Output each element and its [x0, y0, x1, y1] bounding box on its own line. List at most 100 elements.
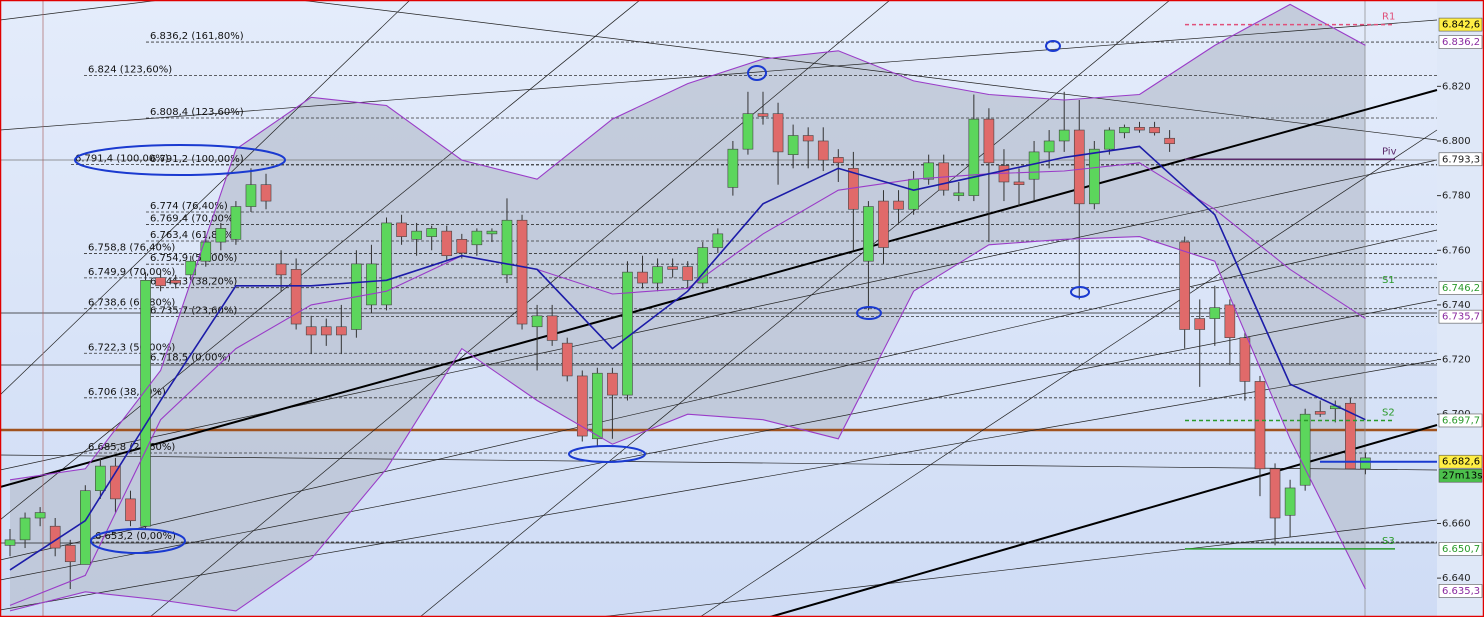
- candle-body: [1058, 129, 1070, 142]
- candle-body: [110, 465, 121, 500]
- candle-body: [245, 184, 257, 207]
- y-tick-label: 6.780: [1442, 191, 1471, 202]
- candle-body: [1239, 337, 1251, 382]
- hand-ellipse: [74, 144, 286, 176]
- candle-body: [712, 233, 724, 248]
- candle-body: [983, 118, 995, 164]
- fib-label: 6.738,6 (61,80%): [88, 298, 175, 309]
- candle-body: [95, 465, 106, 491]
- candle-body: [772, 113, 784, 153]
- indicator-line: [9, 162, 1366, 606]
- price-tag-label: 6.682,6: [1442, 457, 1480, 468]
- price-axis: 6.6406.6606.7006.7206.7406.7606.7806.800…: [1437, 17, 1483, 598]
- candle-body: [1028, 151, 1040, 180]
- candle-body: [230, 206, 242, 240]
- trend-line: [299, 0, 1438, 141]
- candle-body: [968, 118, 980, 196]
- fib-label: 6.808,4 (123,60%): [150, 107, 244, 118]
- candle-body: [576, 375, 588, 437]
- candle-body: [260, 184, 272, 202]
- candle-body: [561, 342, 573, 377]
- candle-body: [471, 230, 483, 246]
- trend-line: [699, 129, 1438, 617]
- fib-label: 6.735,7 (23,60%): [150, 306, 237, 317]
- candle-body: [320, 326, 332, 336]
- price-tag-label: 6.650,7: [1442, 544, 1480, 555]
- candle-body: [366, 263, 377, 306]
- hand-ellipse: [568, 445, 646, 463]
- candle-body: [531, 315, 543, 328]
- candle-body: [441, 230, 453, 257]
- candle-body: [1164, 137, 1175, 145]
- layers: [0, 4, 1437, 611]
- candle-body: [953, 192, 965, 196]
- price-tag-box: [1438, 454, 1483, 469]
- candle-body: [787, 135, 799, 155]
- thick-trend-line: [0, 89, 1438, 488]
- candle-body: [200, 241, 212, 262]
- fib-label: 6.749,9 (70,00%): [88, 267, 175, 278]
- trend-line: [0, 359, 1438, 611]
- fib-label: 6.763,4 (61,80%): [150, 230, 237, 241]
- candle-body: [637, 271, 648, 284]
- price-tag-label: 6.746,2: [1442, 283, 1480, 294]
- candle-body: [456, 239, 468, 254]
- pivot-label: S1: [1382, 275, 1395, 286]
- candle-body: [1104, 129, 1115, 150]
- y-tick-label: 6.820: [1442, 81, 1471, 92]
- candle-body: [652, 266, 663, 284]
- fib-label: 6.718,5 (0,00%): [150, 353, 231, 364]
- indicator-line: [9, 3, 1366, 481]
- candle-body: [546, 315, 558, 341]
- candle-body: [49, 525, 61, 549]
- trend-line: [0, 299, 1438, 581]
- fib-label: 6.774 (76,40%): [150, 201, 228, 212]
- fib-label: 6.746,3 (38,20%): [150, 277, 237, 288]
- candle-body: [1089, 148, 1100, 205]
- candle-body: [336, 326, 347, 336]
- fib-label: 6.769,4 (70,00%): [150, 214, 237, 225]
- axis-background: [1437, 0, 1484, 617]
- price-tag-box: [1438, 542, 1483, 556]
- band-fill: [10, 4, 1366, 611]
- candle-body: [396, 222, 407, 237]
- candle-body: [817, 140, 829, 161]
- fib-label: 6.653,2 (0,00%): [95, 531, 176, 542]
- fib-label: 6.824 (123,60%): [88, 64, 172, 75]
- candle-body: [607, 372, 618, 396]
- candle-body: [64, 545, 76, 563]
- fib-label: 6.791,4 (100,00%): [75, 153, 169, 164]
- price-tag-label: 6.635,3: [1442, 586, 1480, 597]
- candle-body: [516, 219, 528, 325]
- candle-body: [1013, 181, 1025, 185]
- candle-body: [290, 269, 302, 325]
- thick-trend-line: [769, 424, 1438, 617]
- candle-body: [1254, 381, 1266, 470]
- fib-label: 6.836,2 (161,80%): [150, 31, 244, 42]
- trend-line: [0, 0, 161, 21]
- pivot-label: S2: [1382, 407, 1395, 418]
- candle-body: [697, 247, 709, 284]
- y-tick-label: 6.740: [1442, 300, 1471, 311]
- indicator-line: [9, 145, 1366, 571]
- price-tag-box: [1438, 584, 1483, 598]
- hand-ellipse: [747, 65, 767, 81]
- hand-drawings: [74, 40, 1090, 554]
- price-tag-box: [1438, 281, 1483, 295]
- candle-body: [125, 498, 136, 522]
- candle-body: [1149, 127, 1160, 134]
- fib-label: 6.758,8 (76,40%): [88, 243, 175, 254]
- price-tag-box: [1438, 17, 1483, 32]
- candle-body: [305, 326, 317, 336]
- hand-ellipse: [90, 528, 186, 554]
- candle-body: [1194, 318, 1206, 330]
- candle-body: [878, 200, 889, 248]
- candle-body: [1179, 241, 1190, 330]
- price-tag-box: [1438, 35, 1483, 49]
- pivot-label: S3: [1382, 536, 1395, 547]
- fib-label: 6.722,3 (50,00%): [88, 342, 175, 353]
- candle-body: [140, 280, 151, 527]
- y-tick-label: 6.760: [1442, 245, 1471, 256]
- y-tick-label: 6.800: [1442, 136, 1471, 147]
